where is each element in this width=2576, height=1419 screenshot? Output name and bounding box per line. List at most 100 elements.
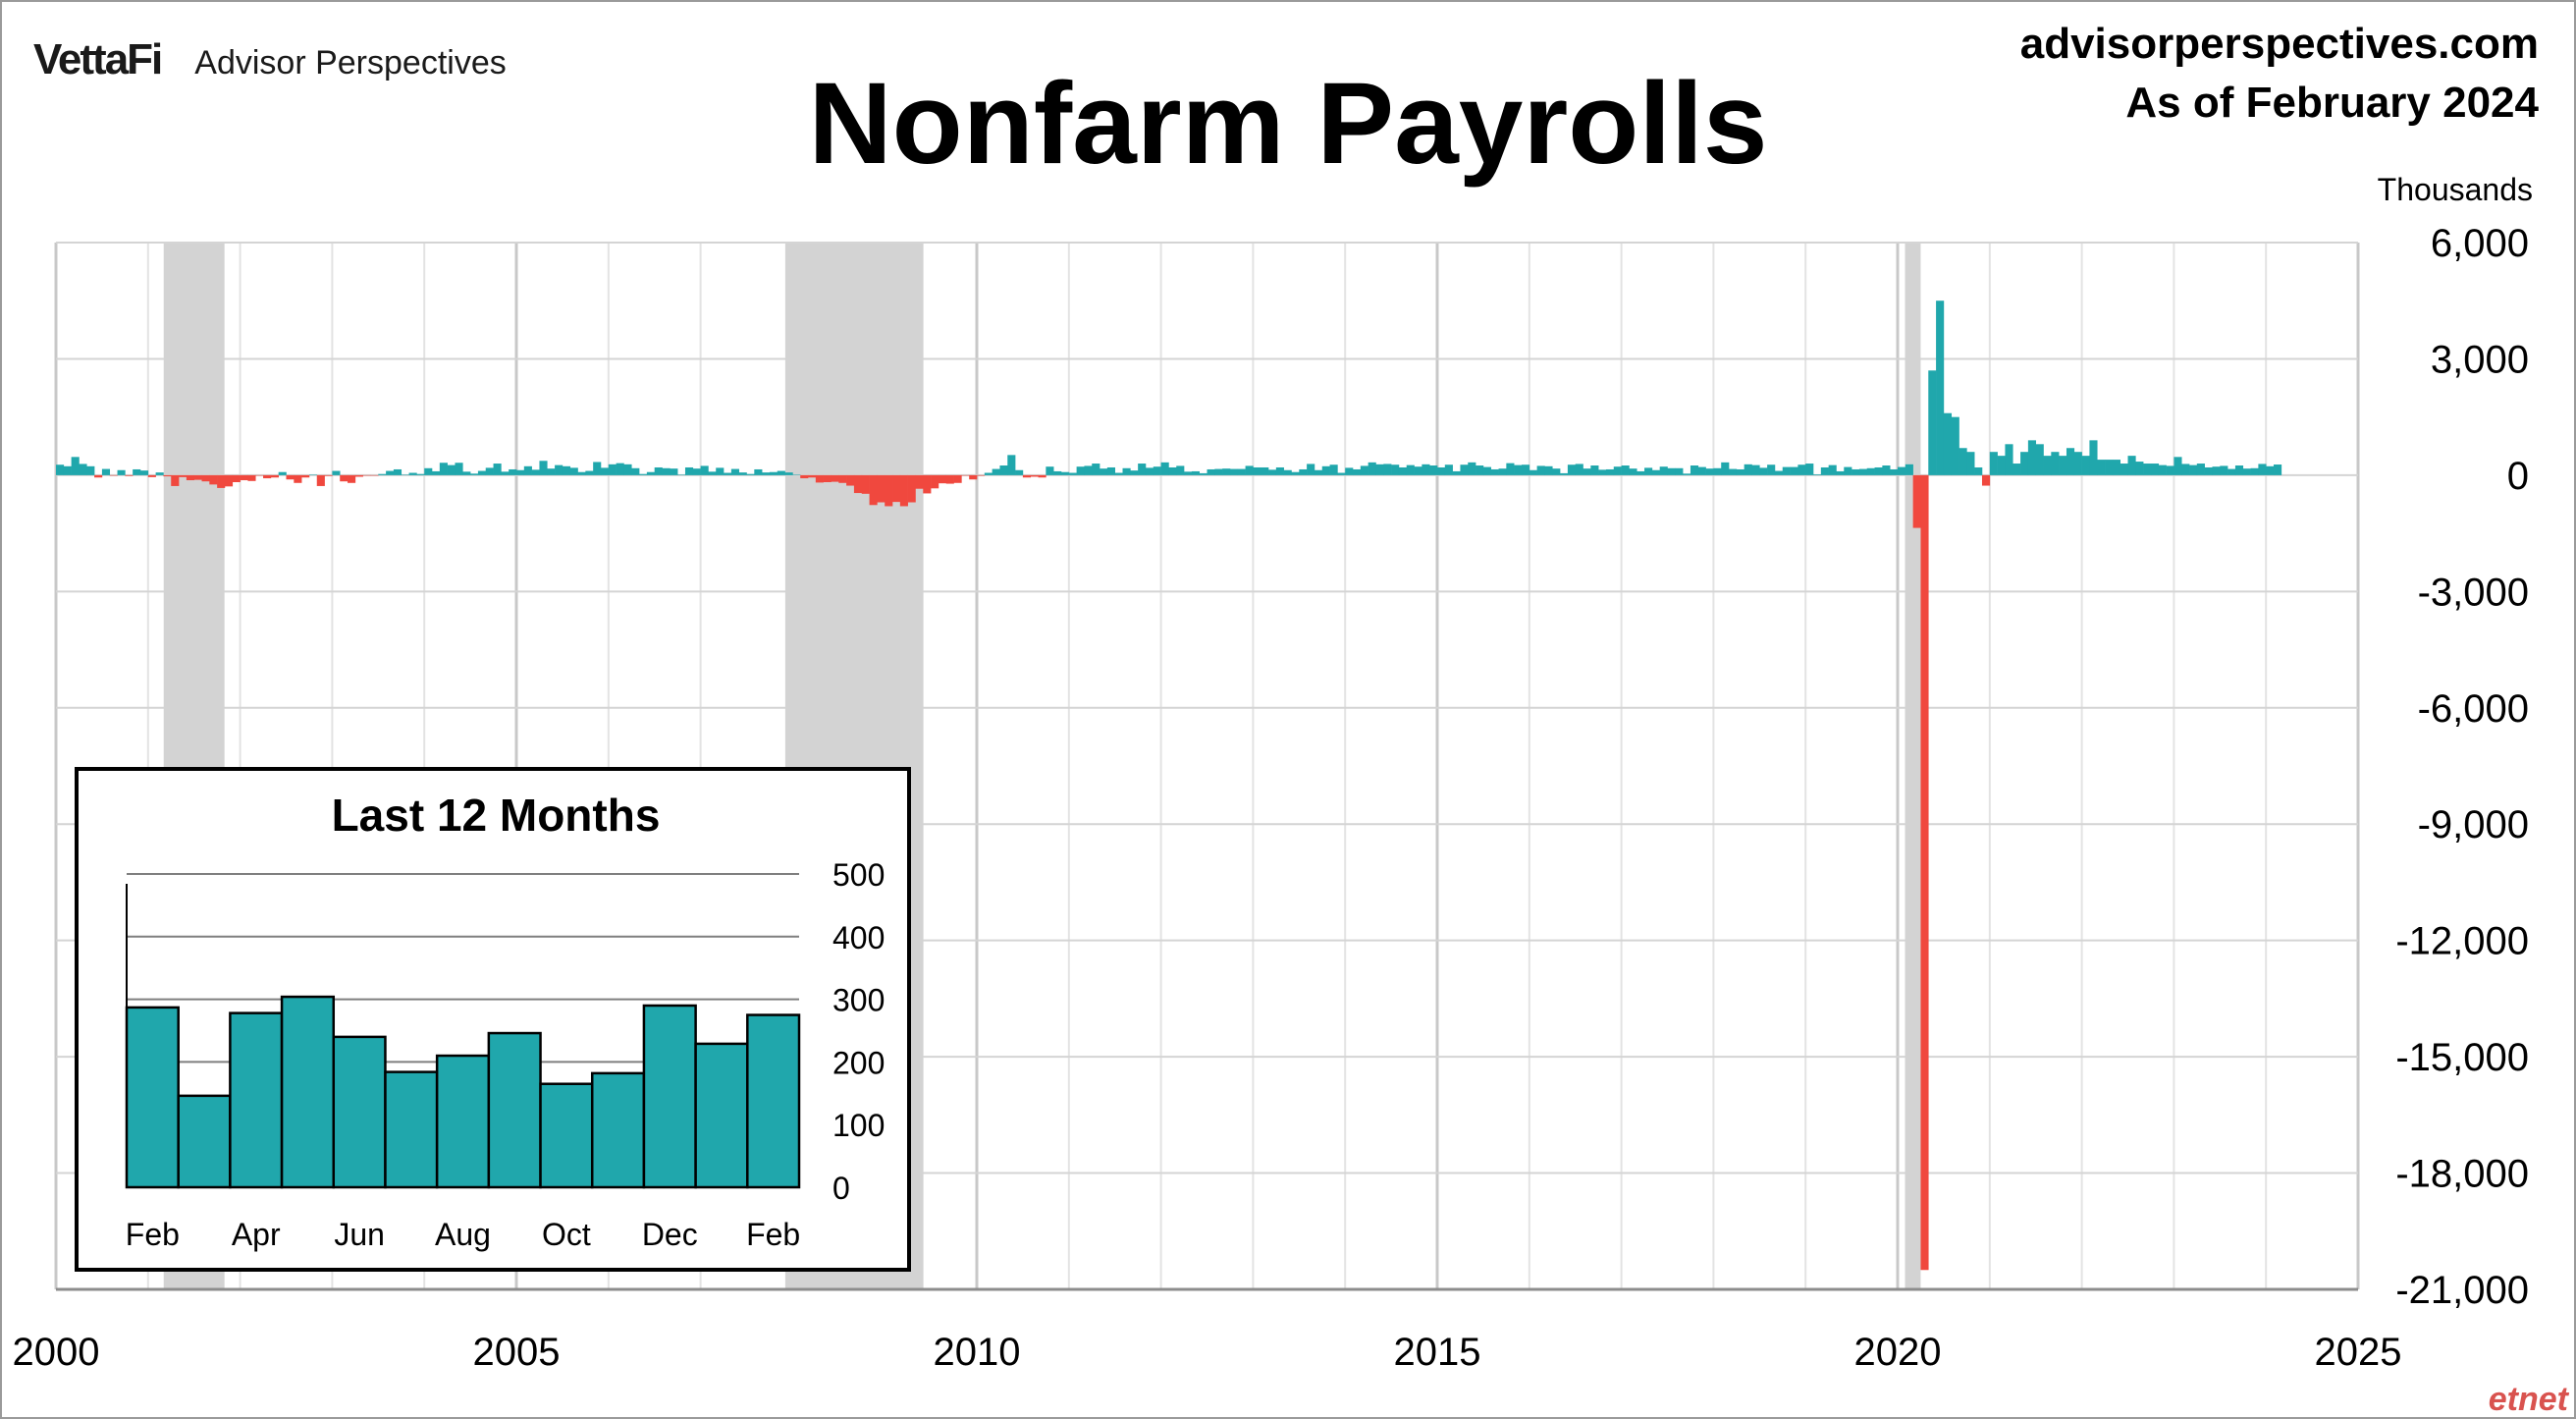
payroll-bar: [846, 474, 855, 486]
payroll-bar: [1898, 466, 1906, 475]
brand: VettaFi Advisor Perspectives: [33, 35, 507, 84]
payroll-bar: [393, 468, 402, 475]
payroll-bar: [1046, 466, 1054, 475]
payroll-bar: [186, 474, 194, 481]
payroll-bar: [1560, 472, 1569, 475]
payroll-bar: [1798, 464, 1806, 475]
payroll-bar: [1683, 473, 1691, 475]
payroll-bar: [1759, 467, 1768, 475]
payroll-bar: [1168, 466, 1177, 475]
payroll-bar: [716, 467, 724, 475]
payroll-bar: [915, 474, 924, 489]
payroll-bar: [286, 474, 295, 480]
payroll-bar: [1398, 466, 1408, 475]
payroll-bar: [1974, 466, 1983, 475]
payroll-bar: [2027, 440, 2036, 475]
payroll-bar: [639, 473, 648, 475]
payroll-bar: [1912, 474, 1921, 528]
payroll-bar: [762, 472, 771, 475]
payroll-bar: [1022, 474, 1032, 478]
inset-chart: Last 12 Months 500 400 300 200 100 0 Feb Apr Jun A…: [75, 767, 911, 1272]
payroll-bar: [577, 471, 586, 475]
payroll-bar: [147, 474, 156, 477]
payroll-bar: [531, 469, 540, 475]
payroll-bar: [1329, 464, 1338, 475]
payroll-bar: [877, 474, 886, 503]
payroll-bar: [209, 474, 218, 485]
payroll-bar: [1613, 466, 1622, 475]
payroll-bar: [1076, 466, 1085, 475]
inset-y-tick-label: 400: [832, 920, 885, 955]
payroll-bar: [654, 466, 663, 475]
payroll-bar: [308, 474, 318, 475]
payroll-bar: [1476, 465, 1484, 475]
inset-x-tick-label: Apr: [232, 1217, 281, 1252]
inset-x-tick-label: Feb: [126, 1217, 180, 1252]
payroll-bar: [931, 474, 939, 489]
y-tick-label: -9,000: [2418, 803, 2529, 846]
payroll-bar: [2204, 466, 2213, 475]
payroll-bar: [2234, 465, 2244, 475]
payroll-bar: [1905, 464, 1913, 475]
payroll-bar: [1345, 467, 1354, 475]
payroll-bar: [1675, 467, 1684, 475]
payroll-bar: [724, 472, 732, 475]
payroll-bar: [1460, 464, 1469, 475]
payroll-bar: [600, 467, 610, 475]
payroll-bar: [984, 472, 993, 475]
payroll-bar: [63, 465, 72, 475]
payroll-bar: [2166, 465, 2174, 475]
inset-bar: [280, 995, 336, 1189]
payroll-bar: [1368, 462, 1376, 475]
payroll-bar: [1521, 464, 1530, 475]
inset-x-tick-label: Jun: [334, 1217, 385, 1252]
payroll-bar: [301, 474, 310, 478]
payroll-bar: [455, 463, 463, 475]
payroll-bar: [808, 474, 817, 478]
payroll-bar: [853, 474, 863, 494]
payroll-bar: [1744, 464, 1752, 475]
payroll-bar: [2220, 465, 2228, 475]
inset-bar: [435, 1054, 491, 1189]
y-tick-label: -6,000: [2418, 687, 2529, 731]
payroll-bar: [1697, 466, 1706, 475]
payroll-bar: [294, 474, 302, 483]
payroll-bar: [2059, 456, 2067, 475]
payroll-bar: [362, 474, 371, 476]
payroll-bar: [501, 471, 510, 475]
payroll-bar: [470, 473, 479, 475]
payroll-bar: [79, 464, 87, 475]
payroll-bar: [278, 471, 287, 475]
payroll-bar: [662, 467, 671, 475]
payroll-bar: [340, 474, 349, 482]
payroll-bar: [255, 474, 264, 476]
payroll-bar: [1637, 470, 1645, 475]
payroll-bar: [201, 474, 210, 482]
payroll-bar: [1437, 466, 1446, 475]
y-tick-label: -15,000: [2395, 1036, 2529, 1079]
payroll-bar: [509, 468, 517, 475]
payroll-bar: [2120, 464, 2128, 475]
payroll-bar: [999, 465, 1008, 475]
payroll-bar: [1145, 467, 1154, 475]
inset-bar: [746, 1013, 801, 1189]
payroll-bar: [1621, 465, 1630, 475]
payroll-bar: [616, 463, 624, 475]
payroll-bar: [2127, 456, 2136, 475]
payroll-bar: [408, 472, 417, 475]
payroll-bar: [1184, 471, 1193, 475]
payroll-bar: [1951, 416, 1959, 475]
payroll-bar: [1805, 464, 1814, 475]
payroll-bar: [2266, 465, 2275, 475]
payroll-bar: [907, 474, 916, 503]
payroll-bar: [56, 464, 65, 475]
payroll-bar: [608, 464, 617, 475]
recession-band: [1905, 243, 1921, 1289]
payroll-bar: [1552, 468, 1561, 475]
payroll-bar: [2274, 464, 2282, 475]
payroll-bar: [1874, 466, 1883, 475]
payroll-bar: [1514, 464, 1523, 475]
payroll-bar: [1307, 464, 1315, 475]
payroll-bar: [2097, 460, 2106, 475]
payroll-bar: [401, 474, 409, 475]
